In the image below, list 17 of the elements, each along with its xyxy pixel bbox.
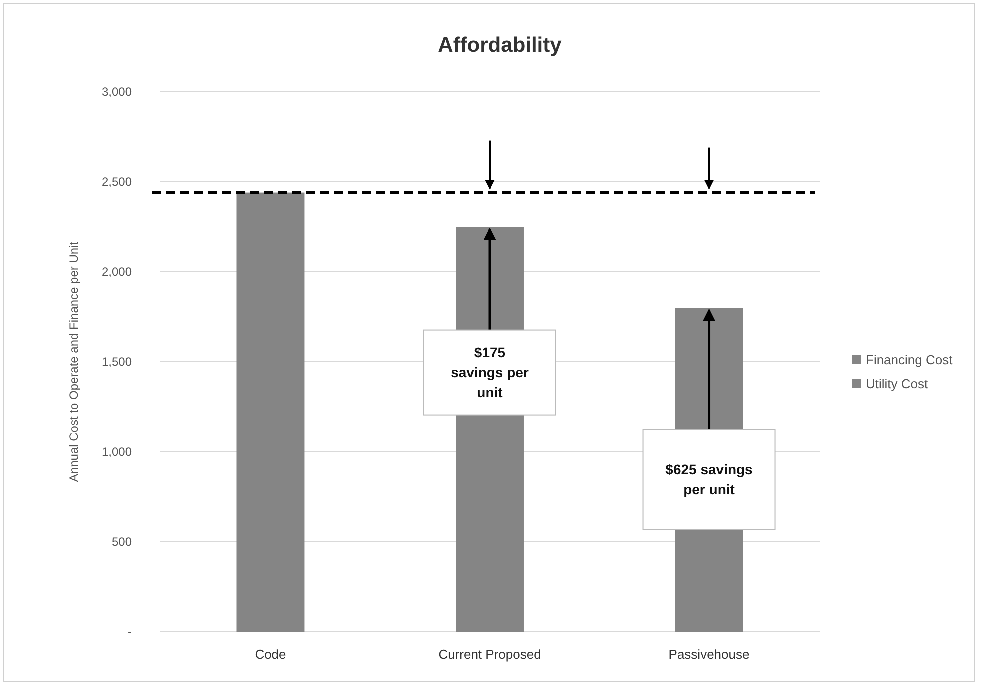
x-tick-label: Current Proposed xyxy=(438,647,542,662)
legend-label: Utility Cost xyxy=(866,376,929,392)
x-tick-label: Passivehouse xyxy=(668,647,750,662)
y-tick-label: - xyxy=(128,625,132,640)
annotation: $625 savings per unit xyxy=(666,462,754,498)
chart-title: Affordability xyxy=(438,34,562,57)
bar xyxy=(236,192,305,632)
y-tick-label: 1,000 xyxy=(102,445,132,460)
x-tick-label: Code xyxy=(255,647,286,662)
annotation: $175 savings per unit xyxy=(451,344,530,401)
y-tick-label: 500 xyxy=(112,535,132,550)
y-tick-label: 2,500 xyxy=(102,175,132,190)
y-axis-title: Annual Cost to Operate and Finance per Unit xyxy=(67,241,81,482)
legend-label: Financing Cost xyxy=(866,352,954,368)
y-tick-label: 3,000 xyxy=(102,85,132,100)
y-tick-label: 2,000 xyxy=(102,265,132,280)
y-tick-label: 1,500 xyxy=(102,355,132,370)
